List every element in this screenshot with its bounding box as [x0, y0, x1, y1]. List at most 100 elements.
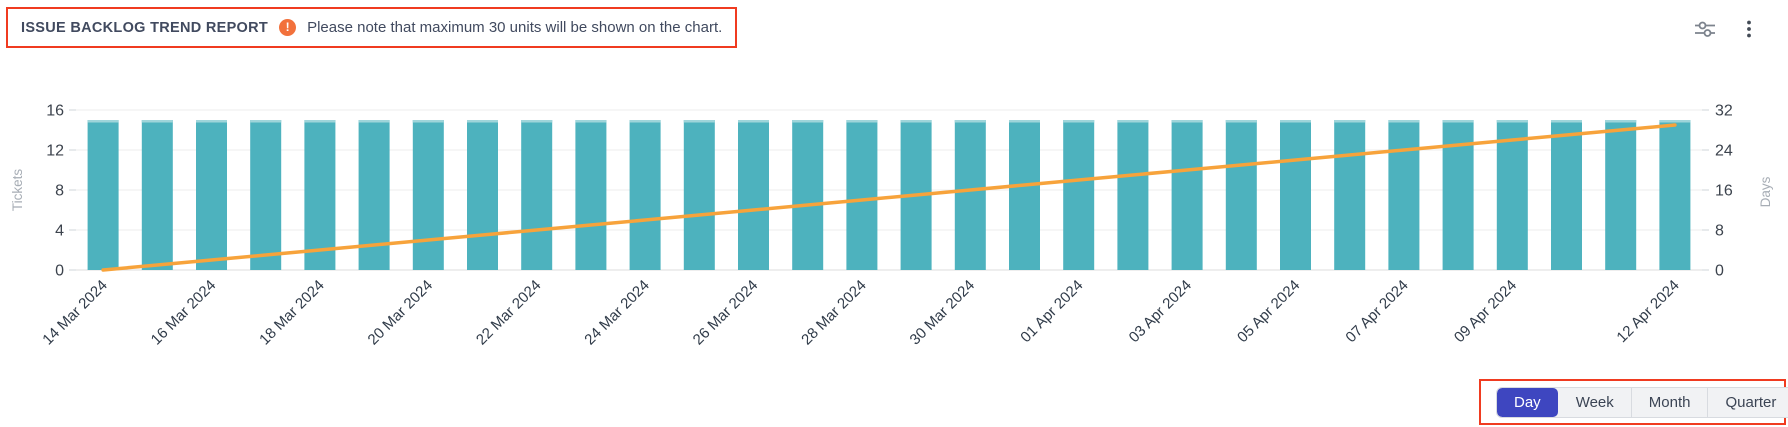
x-axis-label: 22 Mar 2024 — [473, 277, 545, 349]
bar-cap — [792, 120, 824, 123]
left-axis-tick-label: 16 — [46, 103, 64, 120]
period-button-month[interactable]: Month — [1630, 388, 1708, 417]
bar-02 Apr 2024[interactable] — [1117, 120, 1149, 270]
bar-25 Mar 2024[interactable] — [683, 120, 715, 270]
annotation-box-header: ISSUE BACKLOG TREND REPORT ! Please note… — [6, 7, 738, 48]
bar-22 Mar 2024[interactable] — [521, 120, 553, 270]
bar-14 Mar 2024[interactable] — [87, 120, 119, 270]
kebab-menu-icon[interactable] — [1736, 16, 1762, 42]
bar-31 Mar 2024[interactable] — [1009, 120, 1040, 270]
bar-09 Apr 2024[interactable] — [1496, 120, 1528, 270]
right-axis-tick-label: 24 — [1715, 143, 1733, 160]
bar-cap — [575, 120, 607, 123]
bar-cap — [87, 120, 119, 123]
bar-cap — [1117, 120, 1149, 123]
period-selector: Day Week Month Quarter — [1496, 387, 1788, 418]
right-axis-tick-label: 32 — [1715, 103, 1733, 120]
x-axis-label: 20 Mar 2024 — [365, 277, 437, 349]
bar-cap — [846, 120, 878, 123]
bar-04 Apr 2024[interactable] — [1225, 120, 1257, 270]
bar-28 Mar 2024[interactable] — [846, 120, 878, 270]
trend-line-days[interactable] — [101, 123, 1677, 272]
bar-01 Apr 2024[interactable] — [1063, 120, 1095, 270]
bar-cap — [1280, 120, 1311, 123]
bar-17 Mar 2024[interactable] — [250, 120, 282, 270]
left-axis-name: Tickets — [10, 169, 25, 212]
right-axis-tick-label: 8 — [1715, 223, 1724, 240]
bar-cap — [954, 120, 986, 123]
period-button-day[interactable]: Day — [1497, 388, 1558, 417]
bar-cap — [412, 120, 444, 123]
bar-cap — [1334, 120, 1366, 123]
left-axis-tick-label: 12 — [46, 143, 64, 160]
x-axis-label: 07 Apr 2024 — [1342, 277, 1411, 346]
bar-21 Mar 2024[interactable] — [467, 120, 498, 270]
bar-26 Mar 2024[interactable] — [738, 120, 769, 270]
bar-cap — [900, 120, 932, 123]
x-axis-label: 30 Mar 2024 — [907, 277, 979, 349]
bar-cap — [467, 120, 498, 123]
bar-11 Apr 2024[interactable] — [1605, 120, 1637, 270]
bar-12 Apr 2024[interactable] — [1659, 120, 1691, 270]
bar-cap — [1605, 120, 1637, 123]
bar-cap — [304, 120, 336, 123]
bar-30 Mar 2024[interactable] — [954, 120, 986, 270]
period-button-quarter[interactable]: Quarter — [1707, 388, 1788, 417]
x-axis-label: 12 Apr 2024 — [1613, 277, 1682, 346]
bar-cap — [629, 120, 661, 123]
chart-canvas: 0 4 8 12 16 0 8 16 24 32 Tickets Days 14 Mar 2024 16 … — [10, 103, 1773, 349]
bar-cap — [1551, 120, 1582, 123]
filter-sliders-glyph — [1695, 21, 1715, 37]
bar-cap — [1659, 120, 1691, 123]
left-axis-tick-label: 8 — [55, 183, 64, 200]
bar-cap — [683, 120, 715, 123]
bar-05 Apr 2024[interactable] — [1280, 120, 1311, 270]
bar-cap — [1225, 120, 1257, 123]
bar-20 Mar 2024[interactable] — [412, 120, 444, 270]
right-axis-tick-label: 0 — [1715, 263, 1724, 280]
x-axis-label: 05 Apr 2024 — [1234, 277, 1303, 346]
bar-06 Apr 2024[interactable] — [1334, 120, 1366, 270]
bar-18 Mar 2024[interactable] — [304, 120, 336, 270]
bar-07 Apr 2024[interactable] — [1388, 120, 1420, 270]
max-units-note: Please note that maximum 30 units will b… — [307, 19, 723, 36]
bar-cap — [1063, 120, 1095, 123]
x-axis-label: 26 Mar 2024 — [690, 277, 762, 349]
bar-15 Mar 2024[interactable] — [141, 120, 173, 270]
bar-cap — [1388, 120, 1420, 123]
filter-sliders-icon[interactable] — [1692, 16, 1718, 42]
bar-cap — [196, 120, 227, 123]
bar-cap — [1496, 120, 1528, 123]
left-axis-tick-label: 0 — [55, 263, 64, 280]
right-axis-tick-label: 16 — [1715, 183, 1733, 200]
bar-cap — [1171, 120, 1203, 123]
backlog-trend-chart: 0 4 8 12 16 0 8 16 24 32 Tickets Days 14 Mar 2024 16 … — [0, 80, 1788, 360]
right-axis-name: Days — [1758, 176, 1773, 207]
x-axis-label: 09 Apr 2024 — [1451, 277, 1520, 346]
bar-cap — [1442, 120, 1474, 123]
bar-27 Mar 2024[interactable] — [792, 120, 824, 270]
bar-cap — [141, 120, 173, 123]
bar-cap — [1009, 120, 1040, 123]
bar-03 Apr 2024[interactable] — [1171, 120, 1203, 270]
x-axis-label: 16 Mar 2024 — [148, 277, 220, 349]
x-axis-label: 14 Mar 2024 — [39, 277, 111, 349]
x-axis-label: 24 Mar 2024 — [581, 277, 653, 349]
x-axis-label: 03 Apr 2024 — [1126, 277, 1195, 346]
bar-24 Mar 2024[interactable] — [629, 120, 661, 270]
bar-10 Apr 2024[interactable] — [1551, 120, 1582, 270]
period-button-week[interactable]: Week — [1558, 388, 1631, 417]
warning-icon: ! — [279, 19, 297, 36]
kebab-menu-glyph — [1747, 20, 1751, 38]
x-axis-label: 28 Mar 2024 — [798, 277, 870, 349]
bar-23 Mar 2024[interactable] — [575, 120, 607, 270]
bar-cap — [250, 120, 282, 123]
left-axis-tick-label: 4 — [55, 223, 64, 240]
bar-cap — [358, 120, 390, 123]
bar-cap — [738, 120, 769, 123]
bar-16 Mar 2024[interactable] — [196, 120, 227, 270]
chart-toolbar — [1692, 16, 1762, 42]
x-axis-label: 01 Apr 2024 — [1017, 277, 1086, 346]
report-title: ISSUE BACKLOG TREND REPORT — [21, 19, 269, 36]
bar-cap — [521, 120, 553, 123]
